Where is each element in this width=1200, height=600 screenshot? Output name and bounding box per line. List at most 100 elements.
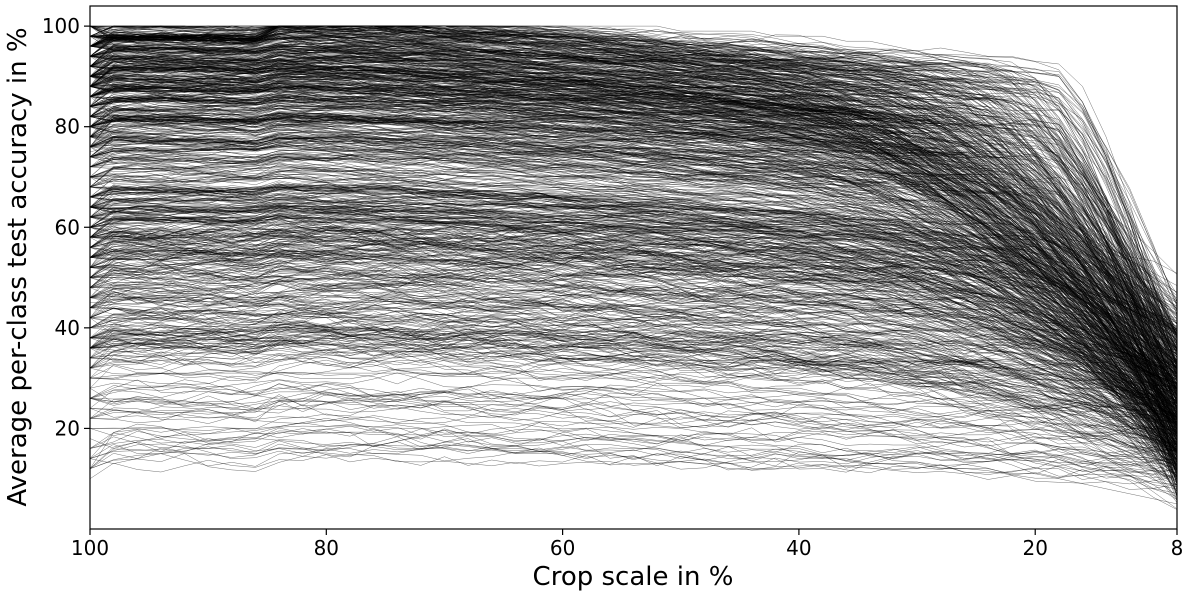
x-tick-label: 20 xyxy=(1022,536,1047,560)
series-line xyxy=(89,398,1178,474)
series-line xyxy=(89,252,1178,385)
series-line xyxy=(89,308,1178,482)
series-line xyxy=(89,65,1178,334)
series-line xyxy=(89,266,1178,406)
y-tick-label: 40 xyxy=(55,316,80,340)
y-axis: 20 40 60 80 100 xyxy=(42,14,90,440)
series-line xyxy=(89,213,1178,420)
series-line xyxy=(89,276,1178,396)
series-line xyxy=(89,342,1178,463)
series-line xyxy=(89,296,1178,433)
series-line xyxy=(89,425,1178,476)
x-axis: 100 80 60 40 20 8 xyxy=(71,529,1183,560)
series-line xyxy=(89,335,1178,420)
series-line xyxy=(89,355,1178,438)
series-line xyxy=(89,397,1178,438)
series-line xyxy=(89,320,1178,443)
series-line xyxy=(89,225,1178,457)
series-line xyxy=(89,307,1178,447)
series-line xyxy=(89,205,1178,361)
series-line xyxy=(89,287,1178,440)
series-line xyxy=(89,318,1178,415)
series-line xyxy=(89,212,1178,332)
series-line xyxy=(89,91,1178,386)
series-line xyxy=(89,82,1178,461)
series-line xyxy=(89,142,1178,353)
series-line xyxy=(89,60,1178,378)
series-line xyxy=(89,117,1178,415)
series-line xyxy=(89,334,1178,400)
series-line xyxy=(89,46,1178,453)
series-line xyxy=(89,253,1178,404)
series-line xyxy=(89,428,1178,497)
series-line xyxy=(89,115,1178,392)
series-line xyxy=(89,25,1178,389)
series-line xyxy=(89,64,1178,348)
series-line xyxy=(89,216,1178,435)
series-line xyxy=(89,95,1178,424)
series-line xyxy=(89,31,1178,350)
series-line xyxy=(89,308,1178,465)
series-line xyxy=(89,240,1178,390)
series-line xyxy=(89,227,1178,402)
series-line xyxy=(89,283,1178,388)
series-line xyxy=(89,103,1178,457)
series-line xyxy=(89,239,1178,466)
x-axis-label: Crop scale in % xyxy=(533,562,734,592)
series-line xyxy=(89,171,1178,439)
series-line xyxy=(89,233,1178,500)
series-line xyxy=(89,144,1178,449)
series-line xyxy=(89,146,1178,332)
series-line xyxy=(89,206,1178,446)
series-line xyxy=(89,104,1178,304)
series-line xyxy=(89,431,1178,490)
series-line xyxy=(89,25,1178,359)
series-line xyxy=(89,59,1178,396)
series-line xyxy=(89,259,1178,456)
series-line xyxy=(89,44,1178,421)
series-line xyxy=(89,154,1178,399)
series-line xyxy=(89,425,1178,469)
x-tick-label: 8 xyxy=(1171,536,1184,560)
series-line xyxy=(89,333,1178,395)
series-line xyxy=(89,152,1178,433)
series-line xyxy=(89,193,1178,419)
series-line xyxy=(89,122,1178,375)
series-line xyxy=(89,192,1178,389)
series-line xyxy=(89,310,1178,441)
series-line xyxy=(89,304,1178,405)
series-line xyxy=(89,131,1178,465)
series-line xyxy=(89,238,1178,416)
series-line xyxy=(89,184,1178,332)
series-line xyxy=(89,440,1178,472)
series-line xyxy=(89,49,1178,479)
series-line xyxy=(89,121,1178,372)
series-line xyxy=(89,93,1178,424)
series-line xyxy=(89,294,1178,472)
series-line xyxy=(89,94,1178,353)
series-line xyxy=(89,436,1178,469)
series-line xyxy=(89,221,1178,456)
series-line xyxy=(89,440,1178,494)
series-line xyxy=(89,25,1178,352)
series-line xyxy=(89,34,1178,405)
series-line xyxy=(89,227,1178,399)
series-line xyxy=(89,76,1178,472)
series-line xyxy=(89,278,1178,404)
series-line xyxy=(89,338,1178,441)
series-line xyxy=(89,328,1178,413)
series-line xyxy=(89,203,1178,368)
series-line xyxy=(90,372,1178,479)
series-line xyxy=(89,265,1178,404)
series-line xyxy=(89,105,1178,400)
series-line xyxy=(89,287,1178,421)
series-line xyxy=(89,222,1178,423)
series-line xyxy=(89,240,1178,441)
series-line xyxy=(89,379,1178,443)
series-line xyxy=(89,318,1178,446)
series-line xyxy=(89,136,1178,416)
series-line xyxy=(89,213,1178,365)
series-line xyxy=(89,45,1178,351)
series-line xyxy=(89,45,1178,335)
series-line xyxy=(89,25,1178,305)
